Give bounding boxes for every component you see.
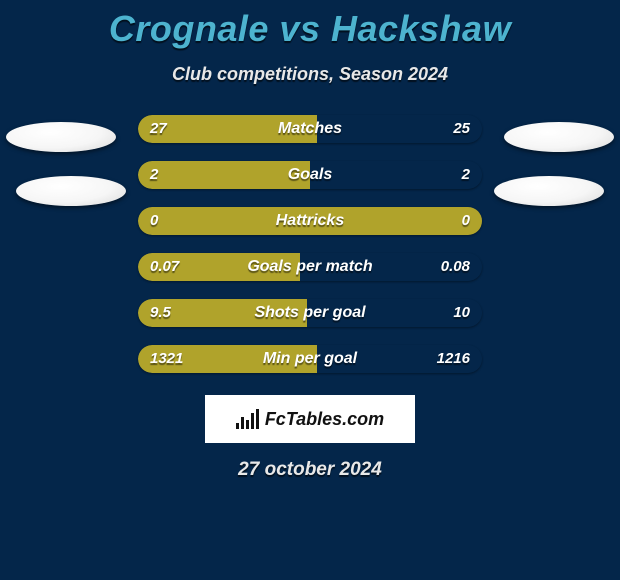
stat-row: 2725Matches [138,115,482,143]
stat-row: 00Hattricks [138,207,482,235]
brand-badge: FcTables.com [205,395,415,443]
brand-text: FcTables.com [265,409,384,430]
page-title: Crognale vs Hackshaw [0,0,620,50]
stats-container: 2725Matches 22Goals 00Hattricks 0.070.08Goa… [138,115,482,373]
stat-label: Hattricks [138,207,482,235]
stat-row: 13211216Min per goal [138,345,482,373]
stat-row: 9.510Shots per goal [138,299,482,327]
stat-row: 0.070.08Goals per match [138,253,482,281]
stat-row: 22Goals [138,161,482,189]
page-subtitle: Club competitions, Season 2024 [0,64,620,85]
player-left-avatar-2 [16,176,126,206]
stat-label: Shots per goal [138,299,482,327]
stat-label: Matches [138,115,482,143]
footer-date: 27 october 2024 [0,459,620,481]
player-right-avatar-2 [494,176,604,206]
player-right-avatar-1 [504,122,614,152]
player-left-avatar-1 [6,122,116,152]
stat-label: Min per goal [138,345,482,373]
stat-label: Goals per match [138,253,482,281]
bar-chart-icon [236,409,259,429]
stat-label: Goals [138,161,482,189]
